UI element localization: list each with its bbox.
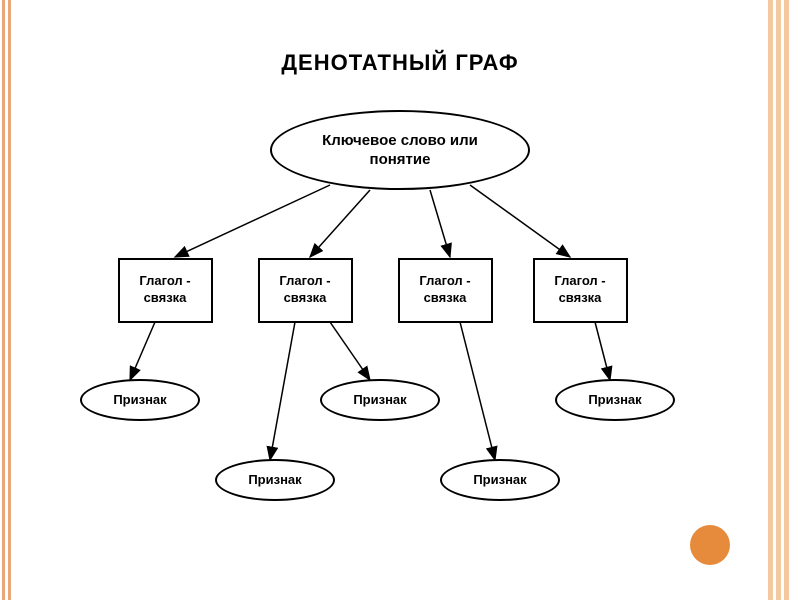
- diagram-title: ДЕНОТАТНЫЙ ГРАФ: [281, 50, 518, 76]
- node-label: Признак: [588, 392, 641, 409]
- circle-decor: [690, 525, 730, 565]
- stripe: [784, 0, 789, 600]
- node-p2: Признак: [320, 379, 440, 421]
- node-label: Признак: [248, 472, 301, 489]
- node-label: Признак: [113, 392, 166, 409]
- node-p1: Признак: [80, 379, 200, 421]
- node-v1: Глагол -связка: [118, 258, 213, 323]
- node-label: Глагол -связка: [139, 273, 190, 307]
- stripe: [776, 0, 781, 600]
- node-label: Признак: [353, 392, 406, 409]
- node-p5: Признак: [440, 459, 560, 501]
- node-root: Ключевое слово илипонятие: [270, 110, 530, 190]
- node-v3: Глагол -связка: [398, 258, 493, 323]
- node-v4: Глагол -связка: [533, 258, 628, 323]
- node-label: Признак: [473, 472, 526, 489]
- stripe: [768, 0, 773, 600]
- node-label: Глагол -связка: [419, 273, 470, 307]
- node-label: Ключевое слово илипонятие: [322, 131, 478, 170]
- node-label: Глагол -связка: [279, 273, 330, 307]
- node-p4: Признак: [215, 459, 335, 501]
- node-v2: Глагол -связка: [258, 258, 353, 323]
- node-label: Глагол -связка: [554, 273, 605, 307]
- node-p3: Признак: [555, 379, 675, 421]
